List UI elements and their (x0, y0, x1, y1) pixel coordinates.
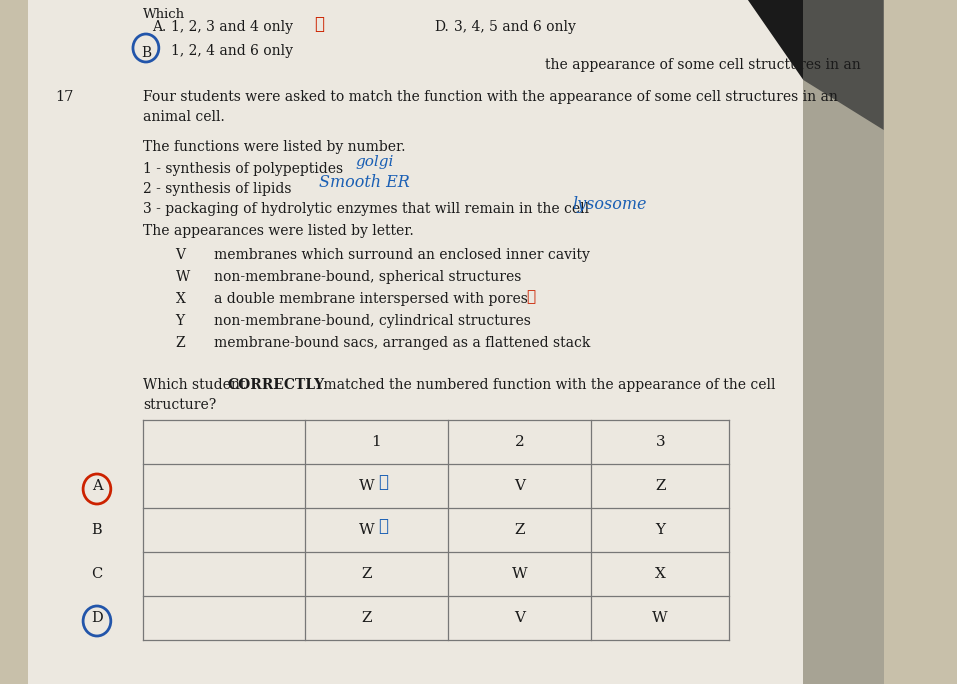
Text: CORRECTLY: CORRECTLY (227, 378, 324, 392)
Polygon shape (748, 0, 883, 130)
Text: D.: D. (434, 20, 449, 34)
Text: X: X (655, 567, 666, 581)
Text: 3: 3 (656, 435, 665, 449)
Text: membranes which surround an enclosed inner cavity: membranes which surround an enclosed inn… (214, 248, 590, 262)
Text: 2 - synthesis of lipids: 2 - synthesis of lipids (144, 182, 292, 196)
Text: W: W (653, 611, 668, 625)
Text: 1: 1 (371, 435, 381, 449)
Text: Z: Z (514, 523, 524, 537)
Text: Z: Z (655, 479, 665, 493)
Text: structure?: structure? (144, 398, 216, 412)
Text: Four students were asked to match the function with the appearance of some cell : Four students were asked to match the fu… (144, 90, 838, 104)
Polygon shape (28, 0, 803, 684)
Text: A.: A. (152, 20, 167, 34)
Text: non-membrane-bound, cylindrical structures: non-membrane-bound, cylindrical structur… (214, 314, 531, 328)
Text: W: W (175, 270, 189, 284)
Text: golgi: golgi (355, 155, 394, 169)
Text: B: B (141, 46, 151, 60)
Text: A: A (92, 479, 102, 493)
Text: X: X (175, 292, 186, 306)
Text: The functions were listed by number.: The functions were listed by number. (144, 140, 406, 154)
Text: the appearance of some cell structures in an: the appearance of some cell structures i… (545, 58, 860, 72)
Text: ✗: ✗ (379, 475, 389, 492)
Text: ✗: ✗ (379, 518, 389, 536)
Text: 17: 17 (56, 90, 74, 104)
Text: D: D (91, 611, 102, 625)
Text: C: C (91, 567, 102, 581)
Text: lysosome: lysosome (572, 196, 647, 213)
Text: Y: Y (656, 523, 665, 537)
Text: 1, 2, 3 and 4 only: 1, 2, 3 and 4 only (171, 20, 293, 34)
Text: W: W (359, 523, 375, 537)
Text: Which student: Which student (144, 378, 250, 392)
Text: non-membrane-bound, spherical structures: non-membrane-bound, spherical structures (214, 270, 522, 284)
Text: B: B (92, 523, 102, 537)
Text: Z: Z (175, 336, 185, 350)
Text: 3, 4, 5 and 6 only: 3, 4, 5 and 6 only (455, 20, 576, 34)
Text: V: V (514, 479, 524, 493)
Text: Which: Which (144, 8, 186, 21)
Polygon shape (803, 0, 883, 684)
Text: ✗: ✗ (526, 290, 536, 304)
Text: ✗: ✗ (314, 16, 324, 33)
Text: membrane-bound sacs, arranged as a flattened stack: membrane-bound sacs, arranged as a flatt… (214, 336, 590, 350)
Text: W: W (359, 479, 375, 493)
Text: 1, 2, 4 and 6 only: 1, 2, 4 and 6 only (171, 44, 293, 58)
Text: Smooth ER: Smooth ER (319, 174, 410, 191)
Text: V: V (175, 248, 186, 262)
Text: 3 - packaging of hydrolytic enzymes that will remain in the cell: 3 - packaging of hydrolytic enzymes that… (144, 202, 590, 216)
Text: 1 - synthesis of polypeptides: 1 - synthesis of polypeptides (144, 162, 344, 176)
Text: Z: Z (362, 611, 372, 625)
Text: W: W (512, 567, 527, 581)
Text: V: V (514, 611, 524, 625)
Text: 2: 2 (515, 435, 524, 449)
Text: Y: Y (175, 314, 185, 328)
Text: matched the numbered function with the appearance of the cell: matched the numbered function with the a… (319, 378, 775, 392)
Text: a double membrane interspersed with pores: a double membrane interspersed with pore… (214, 292, 528, 306)
Text: Z: Z (362, 567, 372, 581)
Text: animal cell.: animal cell. (144, 110, 225, 124)
Text: The appearances were listed by letter.: The appearances were listed by letter. (144, 224, 413, 238)
